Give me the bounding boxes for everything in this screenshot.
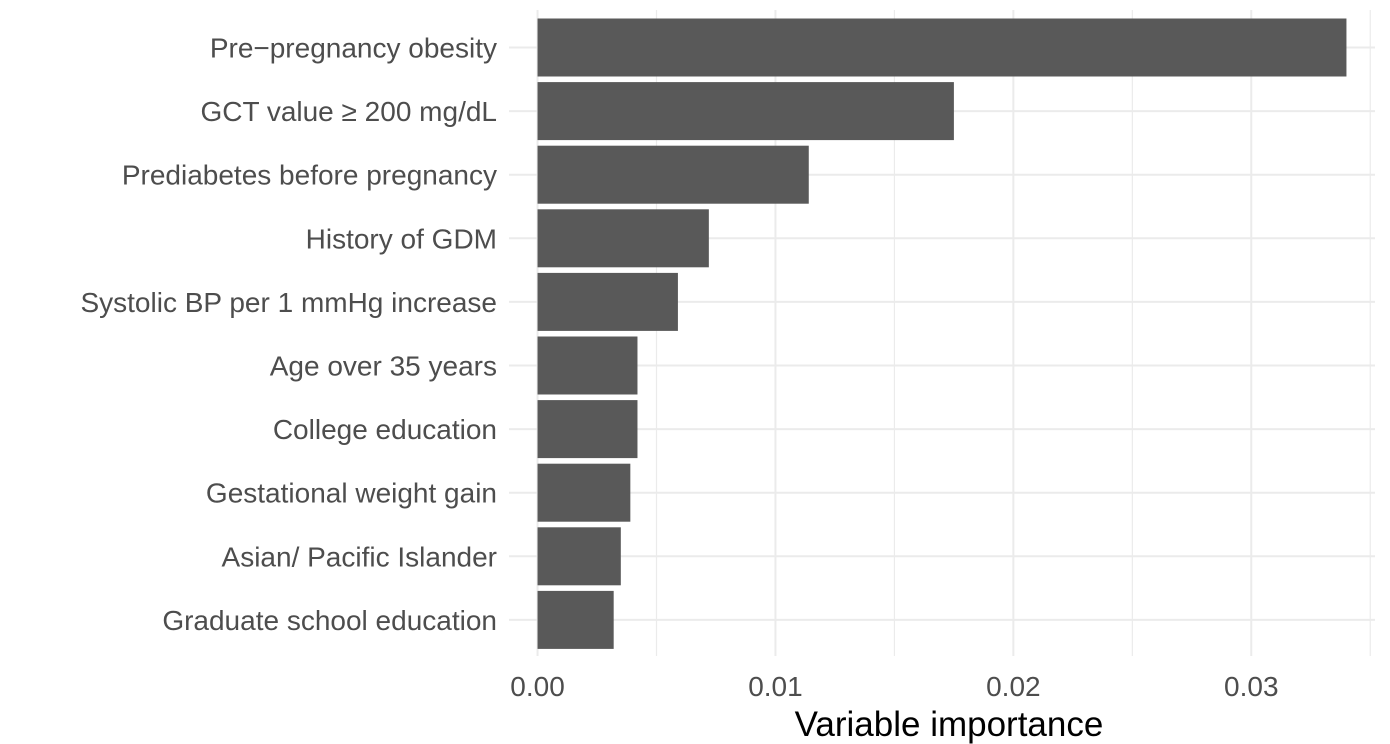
y-tick-label: Systolic BP per 1 mmHg increase xyxy=(80,287,497,318)
bar xyxy=(537,209,709,268)
bar xyxy=(537,18,1347,77)
bar xyxy=(537,82,954,141)
x-tick-label: 0.00 xyxy=(510,671,565,702)
x-axis-tick-labels: 0.00 0.01 0.02 0.03 xyxy=(510,671,1278,702)
y-tick-label: Graduate school education xyxy=(162,605,497,636)
y-tick-label: Age over 35 years xyxy=(270,351,497,382)
x-axis-title: Variable importance xyxy=(795,705,1104,744)
bar xyxy=(537,336,638,395)
x-tick-label: 0.03 xyxy=(1224,671,1279,702)
bar xyxy=(537,272,678,331)
y-tick-label: GCT value ≥ 200 mg/dL xyxy=(200,96,497,127)
x-tick-label: 0.01 xyxy=(748,671,803,702)
bar xyxy=(537,145,809,204)
y-tick-label: College education xyxy=(273,414,497,445)
bar xyxy=(537,527,621,586)
y-tick-label: Pre−pregnancy obesity xyxy=(210,33,497,64)
x-tick-label: 0.02 xyxy=(986,671,1041,702)
y-tick-label: Asian/ Pacific Islander xyxy=(222,541,497,572)
bar xyxy=(537,590,614,649)
y-tick-label: Prediabetes before pregnancy xyxy=(122,160,497,191)
bars xyxy=(537,18,1347,649)
y-axis-category-labels: Pre−pregnancy obesity GCT value ≥ 200 mg/… xyxy=(80,33,497,636)
bar xyxy=(537,463,631,522)
y-tick-label: Gestational weight gain xyxy=(206,478,497,509)
bar xyxy=(537,400,638,459)
y-tick-label: History of GDM xyxy=(306,223,497,254)
